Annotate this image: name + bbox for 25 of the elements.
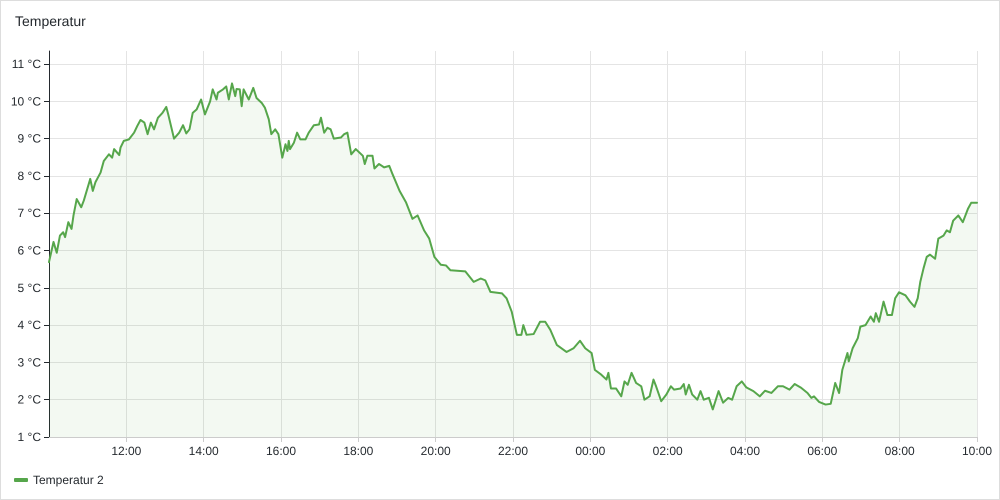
y-tick-label: 4 °C xyxy=(18,318,42,332)
x-tick-label: 14:00 xyxy=(188,444,220,458)
y-tick-label: 6 °C xyxy=(18,244,42,258)
x-tick-label: 02:00 xyxy=(652,444,684,458)
y-tick-label: 10 °C xyxy=(10,94,42,108)
y-tick-label: 8 °C xyxy=(18,168,42,183)
x-tick-label: 04:00 xyxy=(730,444,760,458)
x-tick-label: 10:00 xyxy=(962,444,992,458)
x-tick-label: 22:00 xyxy=(498,444,528,458)
y-tick-label: 5 °C xyxy=(18,280,42,295)
y-tick-label: 3 °C xyxy=(18,355,42,370)
legend-label: Temperatur 2 xyxy=(33,473,104,487)
x-tick-label: 16:00 xyxy=(266,444,296,458)
x-tick-label: 00:00 xyxy=(575,444,606,458)
chart-title: Temperatur xyxy=(15,13,86,29)
x-tick-label: 18:00 xyxy=(343,444,374,458)
y-tick-label: 1 °C xyxy=(18,430,42,444)
x-tick-label: 06:00 xyxy=(807,444,838,458)
x-tick-label: 12:00 xyxy=(111,444,142,458)
y-tick-label: 11 °C xyxy=(12,57,42,72)
y-tick-label: 9 °C xyxy=(18,132,42,146)
x-tick-label: 08:00 xyxy=(884,444,916,458)
y-tick-label: 7 °C xyxy=(18,206,42,220)
x-tick-label: 20:00 xyxy=(420,444,452,458)
y-tick-label: 2 °C xyxy=(18,392,42,407)
